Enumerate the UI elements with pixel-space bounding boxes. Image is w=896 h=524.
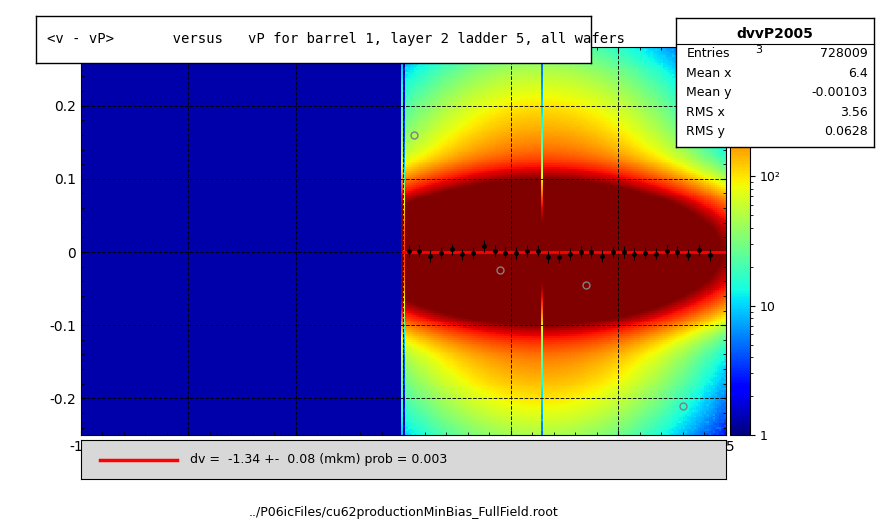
- Text: 3.56: 3.56: [840, 105, 867, 118]
- Text: <v - vP>       versus   vP for barrel 1, layer 2 ladder 5, all wafers: <v - vP> versus vP for barrel 1, layer 2…: [47, 32, 625, 46]
- Text: 6.4: 6.4: [848, 67, 867, 80]
- Text: Mean y: Mean y: [686, 86, 732, 100]
- Text: Mean x: Mean x: [686, 67, 732, 80]
- Text: RMS x: RMS x: [686, 105, 725, 118]
- Text: 0.0628: 0.0628: [824, 125, 867, 138]
- Text: -0.00103: -0.00103: [812, 86, 867, 100]
- Text: RMS y: RMS y: [686, 125, 725, 138]
- Text: dv =  -1.34 +-  0.08 (mkm) prob = 0.003: dv = -1.34 +- 0.08 (mkm) prob = 0.003: [190, 453, 448, 466]
- Text: 728009: 728009: [820, 47, 867, 60]
- Text: 3: 3: [755, 45, 762, 55]
- Text: ../P06icFiles/cu62productionMinBias_FullField.root: ../P06icFiles/cu62productionMinBias_Full…: [248, 506, 558, 519]
- Text: Entries: Entries: [686, 47, 730, 60]
- Text: dvvP2005: dvvP2005: [737, 27, 814, 41]
